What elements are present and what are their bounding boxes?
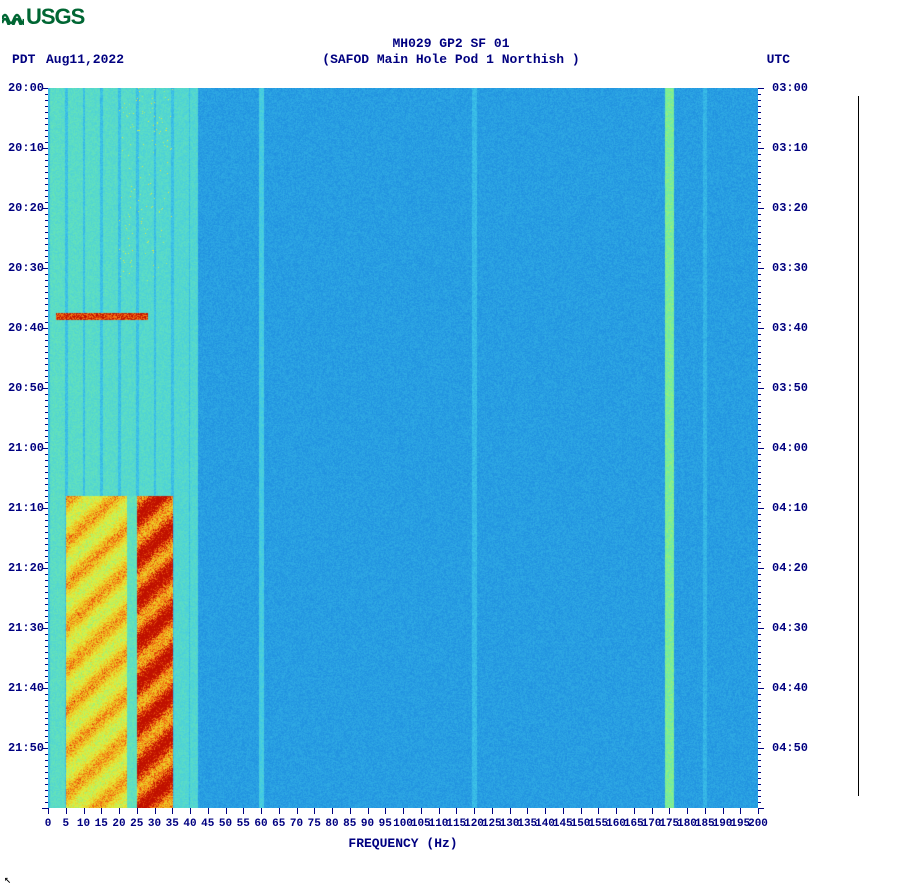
y-right-tick-label: 04:00 (772, 441, 808, 455)
x-tick-label: 85 (343, 818, 356, 830)
y-left-tick-label: 20:00 (8, 81, 44, 95)
y-right-tick-label: 04:40 (772, 681, 808, 695)
y-right-tick-label: 03:40 (772, 321, 808, 335)
usgs-logo-text: USGS (26, 4, 84, 29)
date-label: Aug11,2022 (46, 52, 124, 67)
y-right-tick-label: 04:50 (772, 741, 808, 755)
x-tick-label: 70 (290, 818, 303, 830)
y-ticks-left (44, 88, 48, 808)
y-left-tick-label: 20:50 (8, 381, 44, 395)
x-tick-label: 10 (77, 818, 90, 830)
y-axis-right-labels: 03:0003:1003:2003:3003:4003:5004:0004:10… (770, 88, 820, 808)
y-left-tick-label: 21:20 (8, 561, 44, 575)
y-left-tick-label: 21:00 (8, 441, 44, 455)
y-right-tick-label: 03:50 (772, 381, 808, 395)
x-tick-label: 200 (748, 818, 768, 830)
x-tick-label: 15 (95, 818, 108, 830)
y-left-tick-label: 20:10 (8, 141, 44, 155)
x-tick-label: 5 (62, 818, 69, 830)
cursor-mark: ↖ (4, 872, 11, 887)
y-left-tick-label: 21:30 (8, 621, 44, 635)
y-right-tick-label: 04:30 (772, 621, 808, 635)
y-axis-left-labels: 20:0020:1020:2020:3020:4020:5021:0021:10… (2, 88, 46, 808)
x-axis-labels: 0510152025303540455055606570758085909510… (48, 818, 758, 834)
timezone-left-label: PDT (12, 52, 35, 67)
x-tick-label: 20 (112, 818, 125, 830)
x-tick-label: 40 (183, 818, 196, 830)
y-left-tick-label: 20:30 (8, 261, 44, 275)
x-tick-label: 65 (272, 818, 285, 830)
y-ticks-right (758, 88, 768, 808)
chart-title-line1: MH029 GP2 SF 01 (0, 36, 902, 51)
x-tick-label: 60 (254, 818, 267, 830)
timezone-right-label: UTC (767, 52, 790, 67)
x-tick-label: 75 (308, 818, 321, 830)
spectrogram-plot (48, 88, 758, 808)
x-tick-label: 90 (361, 818, 374, 830)
y-right-tick-label: 04:10 (772, 501, 808, 515)
y-left-tick-label: 20:20 (8, 201, 44, 215)
y-left-tick-label: 20:40 (8, 321, 44, 335)
x-axis-title: FREQUENCY (Hz) (0, 836, 806, 851)
y-left-tick-label: 21:10 (8, 501, 44, 515)
usgs-logo: USGS (2, 4, 84, 31)
x-tick-label: 35 (166, 818, 179, 830)
y-right-tick-label: 03:20 (772, 201, 808, 215)
x-tick-label: 25 (130, 818, 143, 830)
usgs-wave-icon (2, 5, 24, 31)
y-right-tick-label: 03:30 (772, 261, 808, 275)
x-tick-label: 30 (148, 818, 161, 830)
x-tick-label: 50 (219, 818, 232, 830)
y-right-tick-label: 04:20 (772, 561, 808, 575)
y-left-tick-label: 21:50 (8, 741, 44, 755)
x-tick-label: 55 (237, 818, 250, 830)
x-ticks (48, 808, 758, 818)
x-tick-label: 0 (45, 818, 52, 830)
x-tick-label: 45 (201, 818, 214, 830)
spectrogram-canvas (48, 88, 758, 808)
y-right-tick-label: 03:00 (772, 81, 808, 95)
x-tick-label: 80 (325, 818, 338, 830)
y-right-tick-label: 03:10 (772, 141, 808, 155)
y-left-tick-label: 21:40 (8, 681, 44, 695)
x-tick-label: 95 (379, 818, 392, 830)
colorbar-line (858, 96, 859, 796)
